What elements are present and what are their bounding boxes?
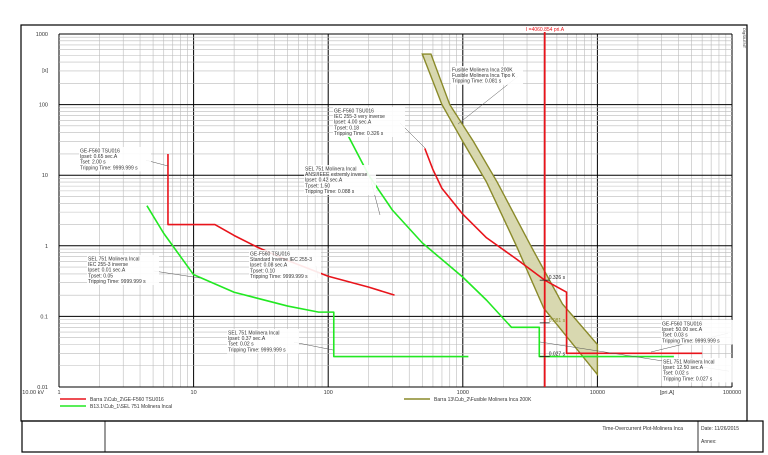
fuse-melting-band [421, 53, 599, 377]
annotation-text: Tripping Time: 0.027 s [663, 376, 713, 382]
legend-label-red: Barra 1\Cub_2\GE-F560 TSU016 [90, 397, 164, 403]
marker-label: I =4060.854 pri.A [526, 27, 565, 33]
annotation-text: Tpset: 1.50 [305, 183, 330, 189]
y-tick-label: 10 [42, 173, 48, 179]
sel751-curve-0 [146, 205, 469, 358]
marker-time-label: 0.027 s [549, 352, 566, 358]
annotation-text: Tripping Time: 9999.999 s [80, 165, 138, 171]
annotation-text: Standard Inverse IEC 255-3 [250, 257, 312, 263]
x-tick-label: 100 [324, 390, 333, 396]
voltage-label: 10.00 kV [22, 390, 44, 396]
annotation-text: Tset: 2.00 s [80, 160, 106, 166]
annotation-text: Tripping Time: 9999.999 s [662, 338, 720, 344]
curves: 0.326 s 0.081 s 0.027 s [146, 32, 703, 387]
x-tick-label: 1 [57, 390, 60, 396]
annotation-text: GE-F560 TSU016 [250, 252, 290, 258]
annotation-text: Ipset: 12.50 sec.A [663, 365, 704, 371]
annotation-text: SEL 751 Molinera Incal [305, 167, 357, 173]
annotation-box [249, 250, 321, 280]
annotation-text: Tripping Time: 0.081 s [452, 79, 502, 85]
axis-ticks: 1 10 100 1000 10000 100000 1000 100 10 1 0.1 0.01 [36, 32, 741, 396]
title-block: Time-Overcurrent Plot-Molinera Inca Date… [21, 420, 764, 453]
marker-time-label: 0.326 s [549, 275, 566, 281]
x-axis-unit: [pri.A] [660, 390, 675, 396]
footer-date: Date: 11/26/2015 [701, 426, 739, 432]
legend-label-olive: Barra 13\Cub_2\Fusible Molinera Inca 200… [434, 397, 532, 403]
x-tick-label: 10 [191, 390, 197, 396]
annotation-text: Ipset: 0.08 sec.A [250, 263, 288, 269]
x-tick-label: 1000 [457, 390, 469, 396]
grid [58, 33, 733, 388]
legend-label-green: B13.1\Cub_1\SEL 751 Molinera Incal [90, 404, 172, 410]
y-tick-label: 0.01 [37, 385, 48, 391]
annotation-text: Tpset: 0.05 [88, 273, 113, 279]
ge-f560-curve-1 [424, 148, 703, 355]
annotation-text: Tpset: 0.10 [250, 268, 275, 274]
annotation-leader [153, 270, 201, 279]
annotation-text: Ipset: 0.42 sec.A [305, 178, 343, 184]
legend: Barra 1\Cub_2\GE-F560 TSU016 B13.1\Cub_1… [60, 397, 532, 410]
annotation-text: Ipset: 4.00 sec.A [334, 120, 372, 126]
y-tick-label: 100 [39, 103, 48, 109]
annotation-box [304, 165, 376, 195]
annotation-box [79, 147, 151, 172]
annotation-text: Tripping Time: 9999.999 s [250, 274, 308, 280]
annotation-text: Tripping Time: 0.088 s [305, 189, 355, 195]
watermark: DIgSILENT [742, 28, 747, 49]
annotation-text: ANSI/IEEE extremly inverse [305, 172, 367, 178]
annotation-text: Ipset: 0.37 sec.A [228, 336, 266, 342]
sel751-curve-1 [345, 132, 674, 358]
annotation-text: Tripping Time: 9999.999 s [88, 279, 146, 285]
annotation-box [451, 66, 523, 85]
annotation-text: GE-F560 TSU016 [662, 322, 702, 328]
annotation-text: SEL 751 Molinera Incal [228, 331, 280, 337]
x-tick-label: 10000 [590, 390, 605, 396]
ge-f560-curve-0 [167, 153, 395, 296]
annotation-box [661, 320, 733, 345]
annotation-text: GE-F560 TSU016 [80, 149, 120, 155]
annotation-text: IEC 255-3 very inverse [334, 114, 385, 120]
annotation-text: Tripping Time: 0.326 s [334, 131, 384, 137]
x-tick-label: 100000 [723, 390, 741, 396]
annotation-text: SEL 751 Molinera Incal [663, 360, 715, 366]
annotation-text: Tripping Time: 9999.999 s [228, 347, 286, 353]
annotation-box [662, 358, 734, 383]
y-tick-label: 0.1 [40, 314, 48, 320]
annotation-text: Ipset: 0.01 sec.A [88, 268, 126, 274]
annotation-text: Fusible Molinera Inca 200K [452, 68, 513, 74]
annotation-text: Ipset: 50.00 sec.A [662, 327, 703, 333]
annotation-text: Fusible Molinera Inca Tipo K [452, 73, 516, 79]
y-tick-label: 1 [45, 244, 48, 250]
annotation-text: GE-F560 TSU016 [334, 109, 374, 115]
annotation-text: SEL 751 Molinera Incal [88, 257, 140, 263]
annotation-text: Tset: 0.02 s [663, 371, 689, 377]
annotation-box [227, 329, 299, 354]
y-axis-unit: [s] [42, 68, 48, 74]
annotation-box [87, 255, 159, 285]
annotation-text: Tpset: 0.18 [334, 125, 359, 131]
annotation-text: Tset: 0.02 s [228, 342, 254, 348]
footer-title: Time-Overcurrent Plot-Molinera Inca [602, 426, 683, 432]
marker-time-label: 0.081 s [549, 318, 566, 324]
annotation-text: Ipset: 0.65 sec.A [80, 154, 118, 160]
annotation-leader [293, 341, 334, 351]
annotation-box [333, 107, 405, 137]
annotation-text: IEC 255-3 inverse [88, 262, 128, 268]
footer-annex: Annex: [701, 439, 717, 445]
y-tick-label: 1000 [36, 32, 48, 38]
annotation-text: Tset: 0.03 s [662, 333, 688, 339]
